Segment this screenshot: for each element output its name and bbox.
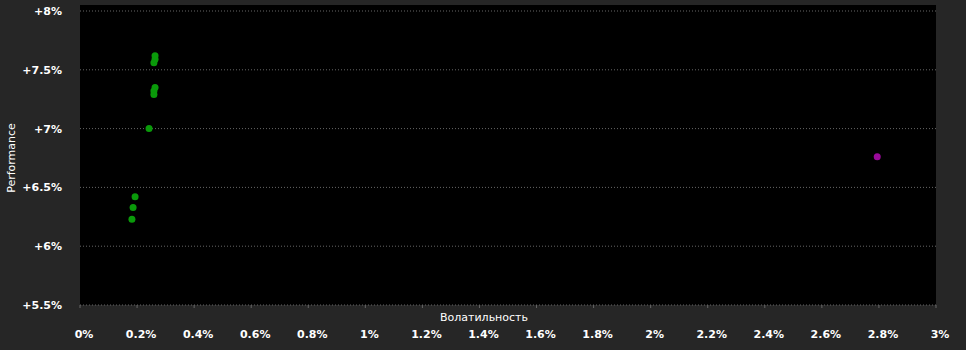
grid-line <box>80 69 936 70</box>
x-tick-label: 2.6% <box>811 328 842 341</box>
x-tick-label: 3% <box>931 328 950 341</box>
x-tick <box>707 305 708 308</box>
x-tick <box>365 305 366 308</box>
grid-line <box>80 246 936 247</box>
grid-line <box>80 128 936 129</box>
x-tick-label: 2.8% <box>868 328 899 341</box>
x-tick <box>422 305 423 308</box>
x-tick-label: 0.4% <box>183 328 214 341</box>
x-tick-label: 2% <box>645 328 664 341</box>
points <box>128 52 880 222</box>
x-axis-title: Волатильность <box>440 311 528 324</box>
x-tick-label: 2.4% <box>754 328 785 341</box>
y-tick-label: +6% <box>34 240 62 253</box>
background <box>0 0 966 350</box>
y-tick-label: +5.5% <box>22 299 62 312</box>
x-tick-label: 0.6% <box>240 328 271 341</box>
x-tick <box>251 305 252 308</box>
grid-line <box>80 305 936 306</box>
x-tick-label: 1% <box>360 328 379 341</box>
chart: +5.5% +6% +6.5% +7% +7.5% +8% 0% 0.2% 0.4% 0.6% 0.… <box>0 0 966 350</box>
x-tick-label: 0% <box>75 328 94 341</box>
x-tick <box>80 305 81 308</box>
x-tick <box>650 305 651 308</box>
y-tick-label: +7.5% <box>22 64 62 77</box>
x-tick-label: 1.6% <box>525 328 556 341</box>
y-tick-label: +7% <box>34 123 62 136</box>
x-tick-label: 1.8% <box>582 328 613 341</box>
x-tick <box>137 305 138 308</box>
x-tick <box>194 305 195 308</box>
point <box>150 91 157 98</box>
x-tick <box>536 305 537 308</box>
x-tick-label: 2.2% <box>696 328 727 341</box>
x-tick <box>479 305 480 308</box>
x-tick-label: 0.2% <box>126 328 157 341</box>
x-tick <box>593 305 594 308</box>
x-tick-label: 1.4% <box>468 328 499 341</box>
point <box>128 216 135 223</box>
x-tick <box>936 305 937 308</box>
grid-line <box>80 187 936 188</box>
x-tick <box>878 305 879 308</box>
point <box>150 59 157 66</box>
y-tick-label: +6.5% <box>22 181 62 194</box>
x-tick-label: 0.8% <box>297 328 328 341</box>
y-axis-title: Performance <box>5 123 18 193</box>
point <box>130 204 137 211</box>
grid-line <box>80 11 936 12</box>
x-tick <box>821 305 822 308</box>
plot-area <box>80 5 936 305</box>
x-tick <box>764 305 765 308</box>
y-tick-label: +8% <box>34 5 62 18</box>
point <box>132 193 139 200</box>
x-tick <box>308 305 309 308</box>
x-tick-label: 1.2% <box>411 328 442 341</box>
point <box>146 125 153 132</box>
point <box>874 153 881 160</box>
